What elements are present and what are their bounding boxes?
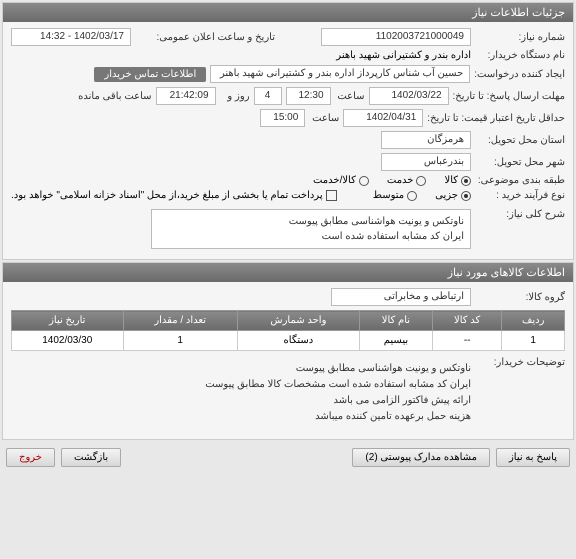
table-header-row: ردیف کد کالا نام کالا واحد شمارش تعداد /…	[12, 311, 565, 331]
checkbox-icon	[326, 190, 337, 201]
deadline-time: 12:30	[286, 87, 331, 105]
buyer-value: اداره بندر و کشتیرانی شهید باهنر	[336, 50, 471, 61]
cat-label: طبقه بندی موضوعی:	[475, 175, 565, 186]
radio-dot-icon	[416, 176, 426, 186]
contact-buyer-pill[interactable]: اطلاعات تماس خریدار	[94, 67, 206, 82]
day-label: روز و	[220, 91, 250, 102]
desc-value: ناوتکس و یونیت هواشناسی مطابق پیوست ایرا…	[151, 209, 471, 249]
radio-dot-icon	[359, 176, 369, 186]
proc-small-radio[interactable]: جزیی	[435, 190, 471, 201]
cell-code: --	[432, 331, 501, 351]
need-info-panel: جزئیات اطلاعات نیاز شماره نیاز: 11020037…	[2, 2, 574, 260]
city-value: بندرعباس	[381, 153, 471, 171]
radio-dot-icon	[461, 191, 471, 201]
need-info-header: جزئیات اطلاعات نیاز	[3, 3, 573, 22]
col-name: نام کالا	[359, 311, 432, 331]
region-label: استان محل تحویل:	[475, 135, 565, 146]
announce-value: 1402/03/17 - 14:32	[11, 28, 131, 46]
creator-label: ایجاد کننده درخواست:	[474, 69, 565, 80]
cell-date: 1402/03/30	[12, 331, 124, 351]
category-radio-group: کالا خدمت کالا/خدمت	[313, 175, 471, 186]
days-value: 4	[254, 87, 282, 105]
valid-time: 15:00	[260, 109, 305, 127]
cat-goods-radio[interactable]: کالا	[444, 175, 471, 186]
group-label: گروه کالا:	[475, 292, 565, 303]
col-idx: ردیف	[502, 311, 565, 331]
group-value: ارتباطی و مخابراتی	[331, 288, 471, 306]
payment-note: پرداخت تمام یا بخشی از مبلغ خرید،از محل …	[11, 190, 323, 201]
valid-date: 1402/04/31	[343, 109, 423, 127]
creator-value: حسین آب شناس کارپرداز اداره بندر و کشتیر…	[210, 65, 470, 83]
process-radio-group: جزیی متوسط	[373, 190, 471, 201]
items-panel: اطلاعات کالاهای مورد نیاز گروه کالا: ارت…	[2, 262, 574, 440]
items-header: اطلاعات کالاهای مورد نیاز	[3, 263, 573, 282]
remain-time: 21:42:09	[156, 87, 216, 105]
valid-label: حداقل تاریخ اعتبار قیمت: تا تاریخ:	[427, 113, 565, 124]
time-label-2: ساعت	[309, 113, 339, 124]
cell-qty: 1	[123, 331, 237, 351]
buyer-notes-label: توضیحات خریدار:	[475, 357, 565, 368]
city-label: شهر محل تحویل:	[475, 157, 565, 168]
respond-button[interactable]: پاسخ به نیاز	[496, 448, 570, 467]
buyer-label: نام دستگاه خریدار:	[475, 50, 565, 61]
deadline-date: 1402/03/22	[369, 87, 449, 105]
cat-service-radio[interactable]: خدمت	[387, 175, 427, 186]
footer-buttons: پاسخ به نیاز مشاهده مدارک پیوستی (2) باز…	[0, 442, 576, 473]
view-docs-button[interactable]: مشاهده مدارک پیوستی (2)	[352, 448, 490, 467]
need-no-label: شماره نیاز:	[475, 32, 565, 43]
time-label-1: ساعت	[335, 91, 365, 102]
cat-mixed-radio[interactable]: کالا/خدمت	[313, 175, 369, 186]
exit-button[interactable]: خروج	[6, 448, 55, 467]
items-body: گروه کالا: ارتباطی و مخابراتی ردیف کد کا…	[3, 282, 573, 439]
table-row[interactable]: 1 -- بیسیم دستگاه 1 1402/03/30	[12, 331, 565, 351]
cell-unit: دستگاه	[237, 331, 359, 351]
col-code: کد کالا	[432, 311, 501, 331]
col-date: تاریخ نیاز	[12, 311, 124, 331]
desc-label: شرح کلی نیاز:	[475, 209, 565, 220]
announce-label: تاریخ و ساعت اعلان عمومی:	[135, 32, 275, 43]
region-value: هرمزگان	[381, 131, 471, 149]
payment-check[interactable]: پرداخت تمام یا بخشی از مبلغ خرید،از محل …	[11, 190, 337, 201]
col-qty: تعداد / مقدار	[123, 311, 237, 331]
remain-label: ساعت باقی مانده	[78, 91, 151, 102]
deadline-label: مهلت ارسال پاسخ: تا تاریخ:	[453, 91, 565, 102]
items-table: ردیف کد کالا نام کالا واحد شمارش تعداد /…	[11, 310, 565, 351]
back-button[interactable]: بازگشت	[61, 448, 121, 467]
cell-name: بیسیم	[359, 331, 432, 351]
radio-dot-icon	[461, 176, 471, 186]
radio-dot-icon	[407, 191, 417, 201]
buyer-notes-value: ناوتکس و یونیت هواشناسی مطابق پیوست ایرا…	[205, 357, 471, 429]
col-unit: واحد شمارش	[237, 311, 359, 331]
need-no-value: 1102003721000049	[321, 28, 471, 46]
need-info-body: شماره نیاز: 1102003721000049 تاریخ و ساع…	[3, 22, 573, 259]
proc-mid-radio[interactable]: متوسط	[373, 190, 417, 201]
cell-idx: 1	[502, 331, 565, 351]
proc-label: نوع فرآیند خرید :	[475, 190, 565, 201]
